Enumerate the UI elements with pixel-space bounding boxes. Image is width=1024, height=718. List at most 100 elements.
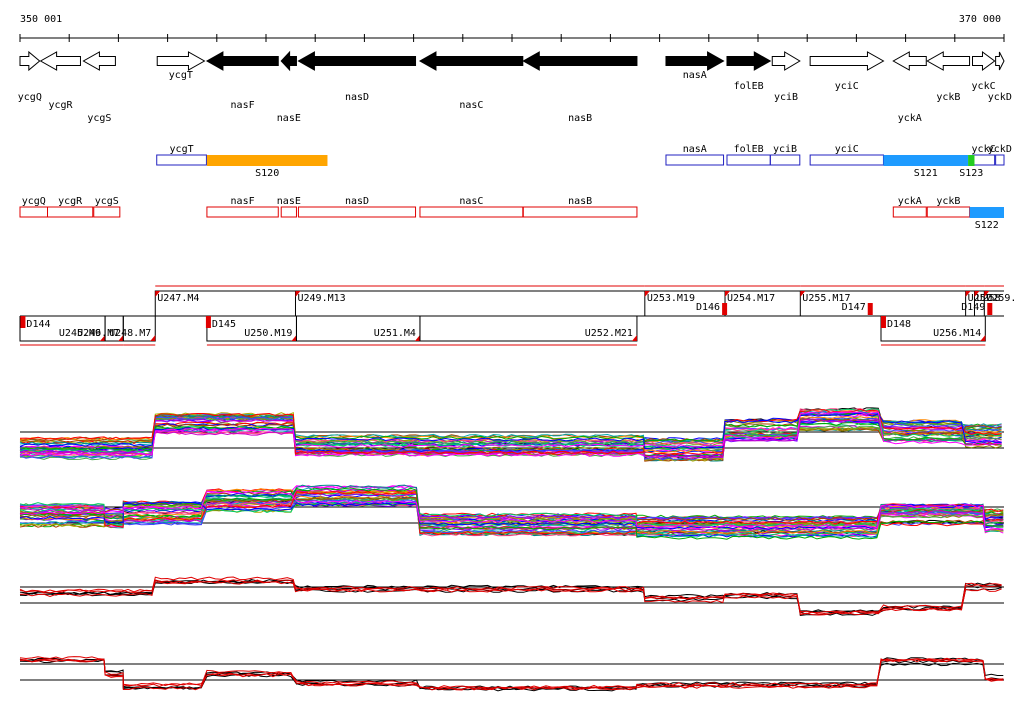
reverse-feature-box (297, 206, 417, 218)
upper-transcript-start-mark (295, 291, 301, 297)
expression-trace (19, 411, 1002, 457)
lower-transcript-label: U245.M9 (59, 328, 101, 339)
forward-feature-box (972, 154, 996, 166)
upper-transcript-start-mark (984, 291, 990, 297)
downshift-marker (867, 303, 873, 315)
upper-transcript-label: U259. (986, 293, 1016, 304)
gene-label: yckC (972, 81, 996, 92)
reverse-feature-label: nasC (459, 196, 483, 207)
lower-transcript-label: U246.M7 (77, 328, 119, 339)
expression-trace (19, 418, 1002, 460)
forward-segment-label: S120 (255, 168, 279, 179)
expression-trace (19, 487, 1004, 540)
upper-transcript-line (294, 290, 645, 316)
forward-feature-box (726, 154, 771, 166)
gene-label: nasC (459, 100, 483, 111)
downshift-label: D147 (842, 302, 866, 313)
forward-segment (968, 155, 975, 166)
forward-feature-label: yciB (773, 144, 797, 155)
gene-arrow (297, 51, 417, 71)
gene-label: ycgT (169, 70, 193, 81)
gene-arrow (665, 51, 725, 71)
gene-label: yckD (988, 92, 1012, 103)
downshift-label: D146 (696, 302, 720, 313)
downshift-label: D145 (212, 319, 236, 330)
lower-transcript-end-mark (150, 335, 156, 341)
expression-trace (19, 488, 1004, 532)
forward-feature-box (995, 154, 1005, 166)
gene-label: nasB (568, 113, 592, 124)
forward-feature-label: folEB (734, 144, 764, 155)
expression-trace (19, 416, 1002, 451)
reverse-feature-label: ycgQ (22, 196, 46, 207)
upper-transcript-label: U253.M19 (647, 293, 695, 304)
expression-trace (19, 411, 1002, 461)
axis-start-label: 350 001 (20, 14, 62, 25)
lower-transcript-label: U248.M7 (109, 328, 151, 339)
reverse-feature-box (419, 206, 524, 218)
lower-transcript-end-mark (118, 335, 124, 341)
lower-transcript-end-mark (414, 335, 420, 341)
expression-trace (19, 501, 1004, 528)
downshift-marker (205, 316, 211, 328)
gene-arrow (156, 51, 206, 71)
upper-transcript-label: U247.M4 (157, 293, 199, 304)
downshift-marker (722, 303, 728, 315)
gene-arrow (418, 51, 524, 71)
reverse-feature-label: ycgR (58, 196, 83, 207)
lower-transcript-line (419, 316, 638, 342)
expression-trace (20, 579, 1002, 616)
gene-label: ycgR (48, 100, 73, 111)
forward-feature-label: yckC (972, 144, 996, 155)
upper-transcript-start-mark (725, 291, 731, 297)
gene-annotation-track: ycgQ ycgR ycgS ycgT nasF nasE nasD nasC nasB nasA… (18, 50, 1012, 124)
coordinate-axis: 350 001 370 000 (19, 14, 1005, 42)
gene-arrow (39, 51, 81, 71)
lower-transcript-line (122, 316, 156, 342)
expression-trace (19, 412, 1002, 450)
reverse-feature-box (47, 206, 94, 218)
expression-profiles (19, 407, 1004, 692)
expression-trace (19, 411, 1002, 462)
reverse-feature-box (93, 206, 121, 218)
gene-label: nasF (231, 100, 255, 111)
lower-transcript-end-mark (631, 335, 637, 341)
forward-segment-label: S121 (914, 168, 938, 179)
gene-arrow (205, 51, 279, 71)
lower-transcript-end-mark (100, 335, 106, 341)
lower-transcript-label: U252.M21 (585, 328, 633, 339)
upper-transcript-start-mark (974, 291, 980, 297)
lower-transcript-label: U251.M4 (374, 328, 416, 339)
expression-trace (19, 658, 1004, 690)
reverse-feature-box (926, 206, 971, 218)
forward-feature-box (665, 154, 725, 166)
reverse-feature-box (206, 206, 279, 218)
gene-label: yckA (898, 113, 922, 124)
forward-segment (883, 155, 969, 166)
upper-transcript-label: U254.M17 (727, 293, 775, 304)
gene-arrow (972, 51, 996, 71)
gene-label: folEB (734, 81, 764, 92)
axis-ticks (19, 34, 1005, 42)
gene-arrow (522, 51, 638, 71)
gene-label: nasD (345, 92, 369, 103)
expression-trace (19, 579, 1002, 614)
gene-label: yciB (774, 92, 798, 103)
expression-trace (19, 488, 1004, 534)
forward-feature-label: yciC (835, 144, 859, 155)
gene-label: yckB (936, 92, 960, 103)
lower-transcript-label: U256.M14 (933, 328, 981, 339)
upper-transcript-start-mark (644, 291, 650, 297)
reverse-strand-feature-track: ycgQ ycgR ycgS nasF nasE nasD nasC nasB yckA yckB… (19, 196, 1004, 231)
forward-feature-box (809, 154, 884, 166)
reverse-feature-box (522, 206, 638, 218)
forward-feature-box (769, 154, 801, 166)
downshift-marker (987, 303, 993, 315)
reverse-feature-box (19, 206, 49, 218)
reverse-segment (969, 207, 1004, 218)
reverse-feature-label: nasD (345, 196, 369, 207)
forward-feature-box (156, 154, 207, 166)
gene-arrow (892, 51, 927, 71)
reverse-feature-label: nasB (568, 196, 592, 207)
